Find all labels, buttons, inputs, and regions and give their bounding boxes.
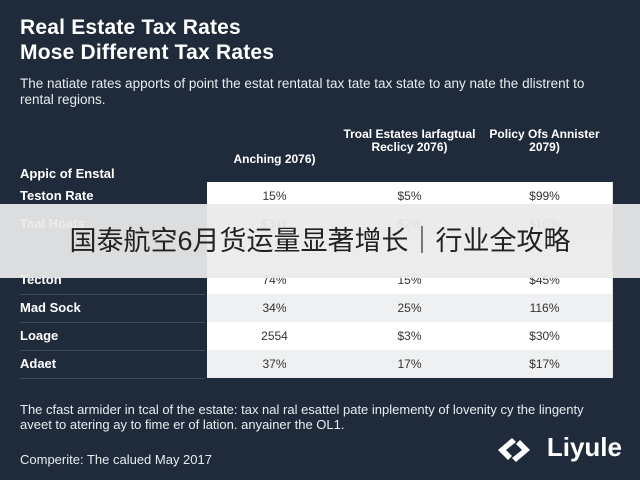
- cell: 25%: [342, 294, 478, 322]
- banner-text: 国泰航空6月货运量显著增长｜行业全攻略: [69, 226, 571, 256]
- footer-note: The cfast armider in tcal of the estate:…: [20, 402, 584, 432]
- subtitle: The natiate rates apports of point the e…: [20, 76, 585, 107]
- cell: $17%: [477, 350, 613, 378]
- cell: 34%: [207, 294, 343, 322]
- cell: $3%: [342, 322, 478, 350]
- cell: 37%: [207, 350, 343, 378]
- title: Mose Different Tax Rates: [20, 41, 275, 64]
- logo: Liyule: [546, 432, 622, 462]
- header-cell: Troal Estates Iarfagtual Reclicy 2076): [343, 127, 476, 154]
- header-cell: Policy Ofs Annister 2079): [489, 127, 600, 154]
- source: Comperite: The calued May 2017: [20, 452, 212, 467]
- header-cell: Appic of Enstal: [20, 166, 115, 181]
- row-label: Loage: [20, 322, 205, 351]
- row-label: Adaet: [20, 350, 205, 379]
- cell: $30%: [477, 322, 613, 350]
- cell: 17%: [342, 350, 478, 378]
- banner: [0, 204, 640, 278]
- row-label: Mad Sock: [20, 294, 205, 323]
- header-cell: Anching 2076): [233, 152, 316, 166]
- logo-icon: [498, 438, 530, 462]
- cell: 116%: [477, 294, 613, 322]
- cell: 2554: [207, 322, 343, 350]
- title: Real Estate Tax Rates: [20, 16, 241, 39]
